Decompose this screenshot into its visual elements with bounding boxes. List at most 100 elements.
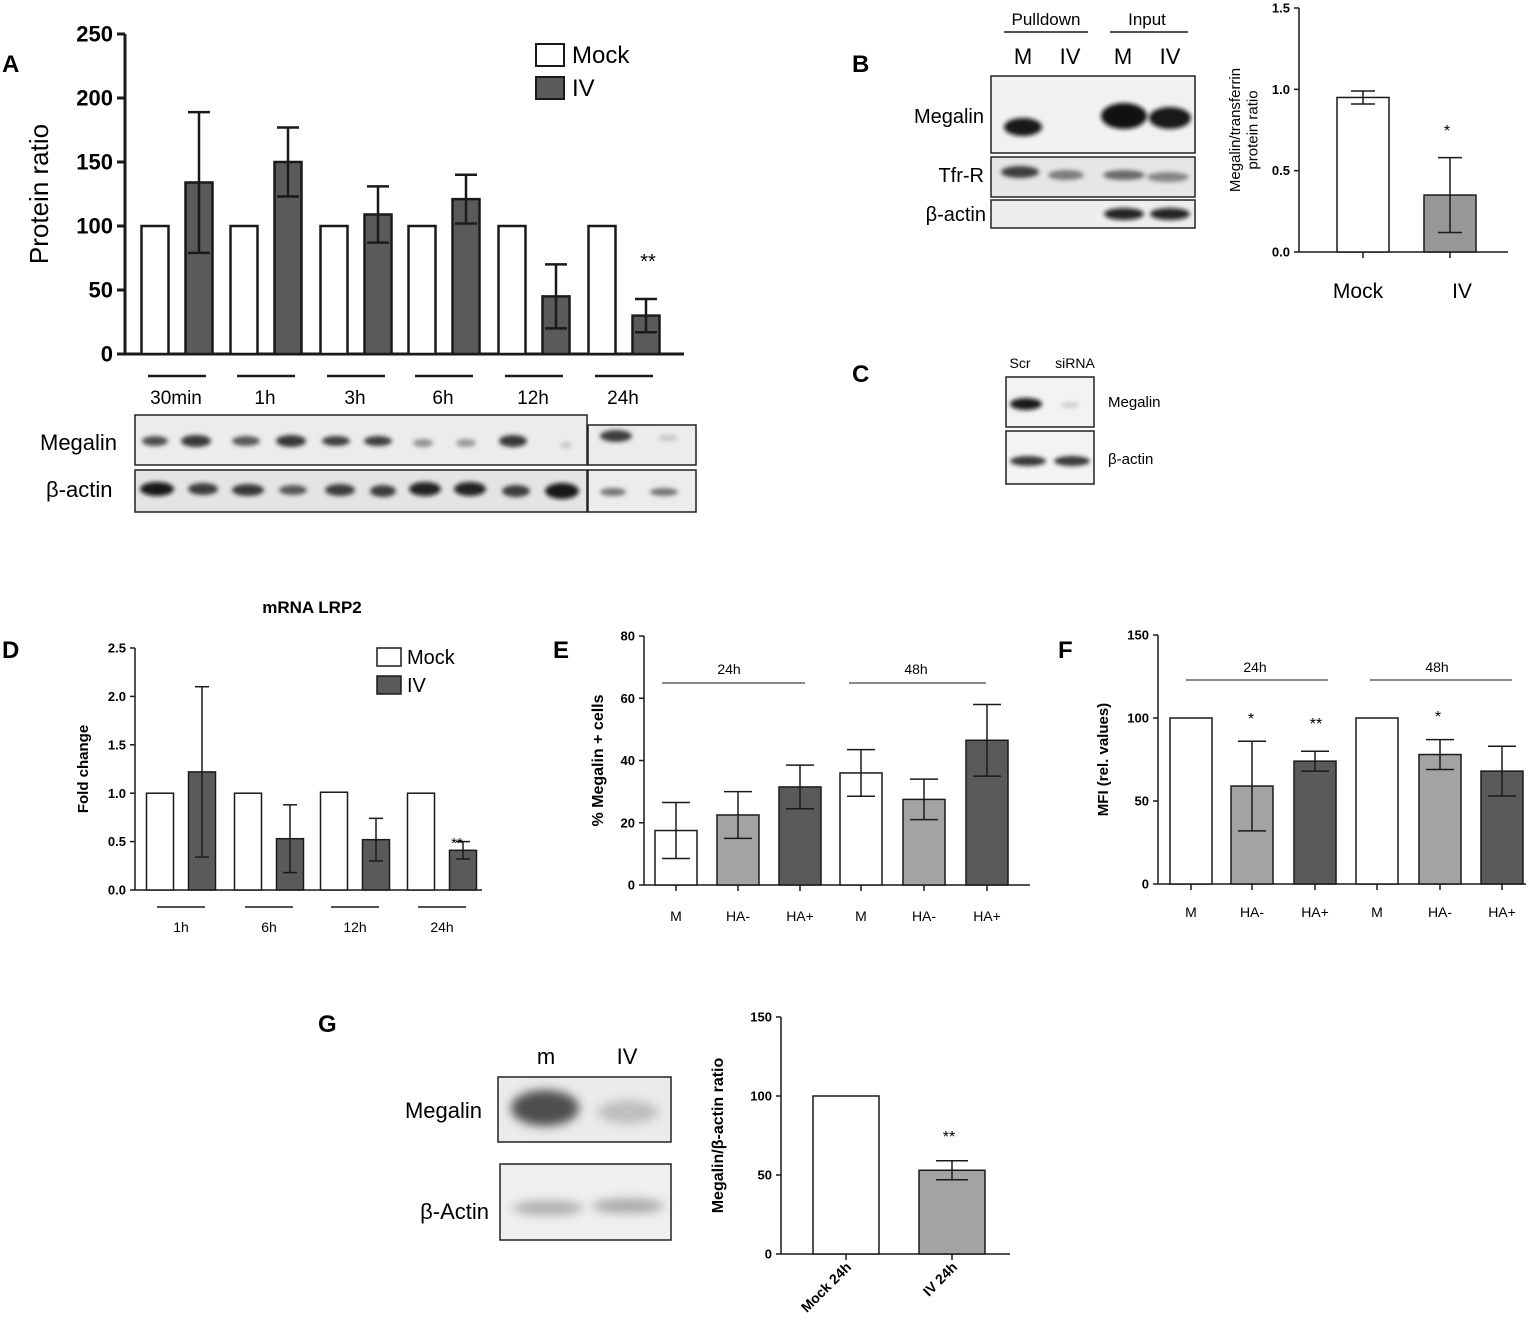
blot-b-group-pulldown: Pulldown [1012, 10, 1081, 29]
x-tick-label-a-1: 1h [254, 388, 275, 409]
blot-a-row-beta-actin: β-actin [46, 477, 112, 502]
y-tick-label-d-5: 2.5 [108, 641, 126, 656]
y-tick-label-f-3: 150 [1127, 628, 1149, 643]
groups-e: 24h 48h [662, 661, 986, 684]
panel-letter-f: F [1058, 637, 1073, 664]
blot-b-lane-3: M [1114, 44, 1132, 69]
legend-a-mock-label: Mock [572, 42, 630, 69]
blot-g-lane-m: m [537, 1044, 555, 1069]
legend-a-mock-swatch [535, 43, 565, 67]
chart-e: 0 20 40 60 80 % Megalin + cells M HA- HA+ M HA- HA+ [590, 629, 1030, 924]
bar-d-mock-2 [319, 791, 349, 891]
y-axis-label-d: Fold change [75, 725, 92, 813]
y-tick-label-d-1: 0.5 [108, 834, 126, 849]
y-tick-label-f-0: 0 [1142, 877, 1149, 892]
x-tick-label-d-2: 12h [343, 919, 366, 935]
panel-letter-c: C [852, 361, 869, 388]
blot-c-lane-sirna: siRNA [1055, 355, 1095, 371]
y-tick-label-d-2: 1.0 [108, 786, 126, 801]
x-tick-label-f-2: HA+ [1301, 904, 1329, 920]
blot-b-row-tfr: Tfr-R [938, 165, 984, 187]
blot-g-row-megalin: Megalin [405, 1098, 482, 1123]
y-tick-label-a-0: 0 [101, 342, 113, 367]
y-axis-label-g: Megalin/β-actin ratio [710, 1057, 727, 1213]
panel-letter-b: B [852, 51, 869, 78]
blot-b-lane-4: IV [1160, 44, 1181, 69]
bar-g-0 [812, 1095, 880, 1255]
significance-a: ** [640, 251, 656, 273]
significance-b: * [1444, 123, 1450, 140]
x-tick-label-d-0: 1h [173, 919, 189, 935]
blot-b-row-megalin: Megalin [914, 106, 984, 128]
x-tick-label-a-2: 3h [344, 388, 365, 409]
group-f-24h: 24h [1243, 659, 1266, 675]
significance-f-3: * [1435, 709, 1441, 726]
y-tick-label-d-4: 2.0 [108, 689, 126, 704]
x-tick-label-e-2: HA+ [786, 908, 814, 924]
y-axis-label-b-line-2: protein ratio [1244, 90, 1261, 169]
legend-d-iv-swatch [376, 675, 402, 695]
bar-f-3 [1355, 717, 1399, 885]
y-tick-label-a-4: 200 [76, 86, 113, 111]
blot-g: m IV Megalin β-Actin [405, 1044, 672, 1241]
x-tick-label-a-0: 30min [150, 388, 202, 409]
bar-d-mock-0 [145, 792, 175, 891]
bar-a-iv-3 [451, 197, 481, 356]
x-tick-label-b-0: Mock [1333, 280, 1384, 303]
significance-f-1: * [1248, 711, 1254, 728]
x-tick-label-f-3: M [1371, 904, 1383, 920]
significance-d: ** [451, 835, 463, 852]
blot-a: Megalin β-actin [40, 414, 697, 513]
panel-letter-d: D [2, 637, 19, 664]
bar-b-0 [1336, 96, 1390, 253]
x-tick-label-f-4: HA- [1428, 904, 1452, 920]
x-tick-label-e-0: M [670, 908, 682, 924]
bar-f-4 [1418, 753, 1462, 885]
x-tick-label-g-1: IV 24h [920, 1259, 960, 1299]
x-tick-label-f-0: M [1185, 904, 1197, 920]
blot-b-row-actin: β-actin [926, 204, 986, 226]
chart-g: 0 50 100 150 Megalin/β-actin ratio Mock 24h IV… [710, 1010, 1010, 1315]
bar-g-1 [918, 1169, 986, 1255]
y-tick-label-g-2: 100 [750, 1089, 772, 1104]
y-tick-label-e-3: 60 [621, 691, 635, 706]
blot-c-row-actin: β-actin [1108, 451, 1153, 468]
chart-f: 0 50 100 150 MFI (rel. values) M HA- HA+ M HA- HA+ [1095, 628, 1526, 920]
y-tick-label-a-5: 250 [76, 22, 113, 47]
x-tick-label-e-4: HA- [912, 908, 936, 924]
blot-a-megalin-frame-24h [587, 424, 697, 466]
blot-b-lane-2: IV [1060, 44, 1081, 69]
y-axis-label-a: Protein ratio [24, 124, 54, 264]
significance-g: ** [943, 1129, 955, 1146]
y-tick-label-a-1: 50 [89, 278, 113, 303]
y-axis-label-f: MFI (rel. values) [1095, 703, 1112, 816]
x-tick-label-b-1: IV [1452, 280, 1472, 303]
x-tick-label-e-5: HA+ [973, 908, 1001, 924]
x-tick-label-f-1: HA- [1240, 904, 1264, 920]
y-tick-label-g-0: 0 [765, 1247, 772, 1262]
bar-f-2 [1293, 760, 1337, 885]
blot-g-lane-iv: IV [617, 1044, 638, 1069]
y-tick-label-a-3: 150 [76, 150, 113, 175]
blot-b-group-input: Input [1128, 10, 1166, 29]
groups-f: 24h 48h [1186, 659, 1512, 681]
chart-a: 0 50 100 150 200 250 Protein ratio 30min 1h 3h 6h 1… [24, 22, 684, 409]
chart-d: 0.0 0.5 1.0 1.5 2.0 2.5 Fold change mRNA LRP2 1h… [75, 598, 482, 935]
y-tick-label-g-3: 150 [750, 1010, 772, 1025]
y-tick-label-e-4: 80 [621, 629, 635, 644]
y-tick-label-f-2: 100 [1127, 711, 1149, 726]
y-tick-label-b-0: 0.0 [1272, 245, 1290, 260]
blot-g-row-actin: β-Actin [420, 1199, 489, 1224]
y-tick-label-e-2: 40 [621, 753, 635, 768]
blot-b: Pulldown Input M IV M IV Megalin Tfr-R β… [914, 10, 1196, 229]
group-e-24h: 24h [717, 661, 740, 677]
group-e-48h: 48h [904, 661, 927, 677]
bar-f-0 [1169, 717, 1213, 885]
bar-a-mock-1 [229, 224, 259, 356]
bar-a-mock-4 [497, 224, 527, 356]
bar-d-mock-3 [406, 792, 436, 891]
bar-d-mock-1 [233, 792, 263, 891]
x-tick-label-f-5: HA+ [1488, 904, 1516, 920]
y-axis-label-b: Megalin/transferrinprotein ratio [1227, 68, 1261, 192]
bar-a-mock-0 [140, 224, 170, 356]
